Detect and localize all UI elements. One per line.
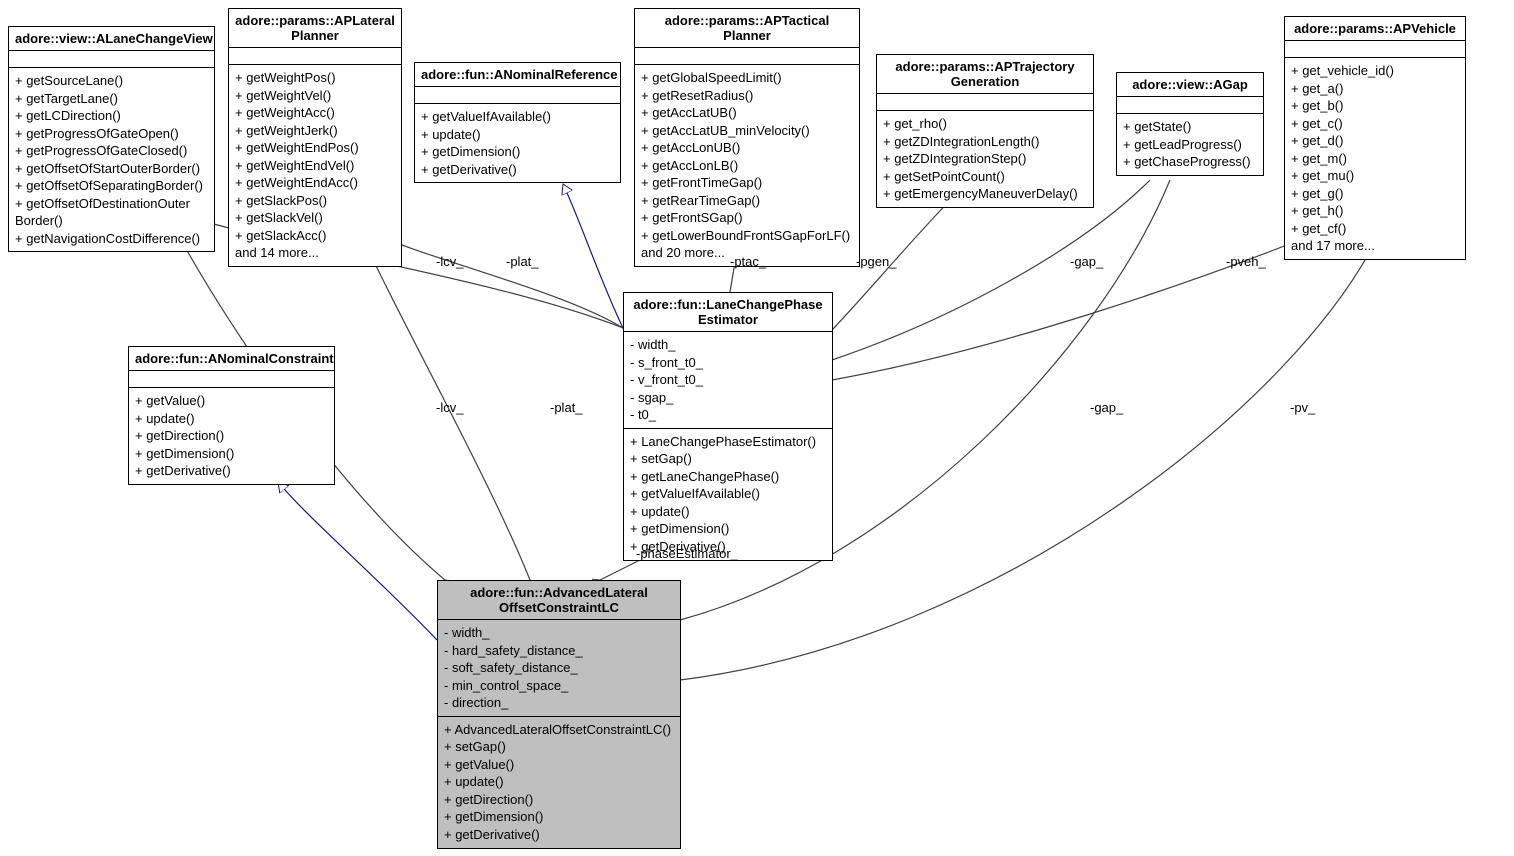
edge-label-ptac: -ptac_ bbox=[730, 254, 766, 269]
class-methods: + getSourceLane()+ getTargetLane()+ getL… bbox=[9, 68, 214, 251]
edge-label-pgen: -pgen_ bbox=[856, 254, 896, 269]
class-methods: + getValue()+ update()+ getDirection()+ … bbox=[129, 388, 334, 484]
class-attrs bbox=[229, 48, 401, 65]
class-ap-lateral-planner: adore::params::APLateralPlanner + getWei… bbox=[228, 8, 402, 267]
class-title: adore::fun::ANominalReference bbox=[415, 63, 620, 87]
class-attrs bbox=[129, 371, 334, 388]
class-attrs bbox=[635, 48, 859, 65]
class-ap-trajectory-generation: adore::params::APTrajectoryGeneration + … bbox=[876, 54, 1094, 208]
class-advanced-lateral-offset-constraint-lc: adore::fun::AdvancedLateralOffsetConstra… bbox=[437, 580, 681, 849]
class-lane-change-view: adore::view::ALaneChangeView + getSource… bbox=[8, 26, 215, 252]
class-methods: + LaneChangePhaseEstimator()+ setGap()+ … bbox=[624, 429, 832, 560]
edge-label-plat1: -plat_ bbox=[506, 254, 539, 269]
class-title: adore::params::APVehicle bbox=[1285, 17, 1465, 41]
edge-label-lcv1: -lcv_ bbox=[436, 254, 463, 269]
edge-label-gap2: -gap_ bbox=[1090, 400, 1123, 415]
class-attrs bbox=[877, 94, 1093, 111]
class-methods: + getWeightPos()+ getWeightVel()+ getWei… bbox=[229, 65, 401, 266]
class-methods: + AdvancedLateralOffsetConstraintLC()+ s… bbox=[438, 717, 680, 848]
class-methods: + getState()+ getLeadProgress()+ getChas… bbox=[1117, 114, 1263, 175]
class-methods: + get_vehicle_id()+ get_a()+ get_b()+ ge… bbox=[1285, 58, 1465, 259]
class-attrs bbox=[1285, 41, 1465, 58]
class-title: adore::view::ALaneChangeView bbox=[9, 27, 214, 51]
class-a-nominal-reference: adore::fun::ANominalReference + getValue… bbox=[414, 62, 621, 183]
edge-label-plat2: -plat_ bbox=[550, 400, 583, 415]
class-title: adore::params::APTrajectoryGeneration bbox=[877, 55, 1093, 94]
class-title: adore::fun::LaneChangePhaseEstimator bbox=[624, 293, 832, 332]
class-attrs bbox=[9, 51, 214, 68]
class-methods: + get_rho()+ getZDIntegrationLength()+ g… bbox=[877, 111, 1093, 207]
edge-label-gap1: -gap_ bbox=[1070, 254, 1103, 269]
class-methods: + getGlobalSpeedLimit()+ getResetRadius(… bbox=[635, 65, 859, 266]
edge-label-phase-estimator: -phaseEstimator_ bbox=[636, 546, 738, 561]
class-title: adore::fun::ANominalConstraint bbox=[129, 347, 334, 371]
class-lane-change-phase-estimator: adore::fun::LaneChangePhaseEstimator - w… bbox=[623, 292, 833, 561]
class-ap-tactical-planner: adore::params::APTacticalPlanner + getGl… bbox=[634, 8, 860, 267]
class-title: adore::params::APLateralPlanner bbox=[229, 9, 401, 48]
edge-label-pveh: -pveh_ bbox=[1226, 254, 1266, 269]
class-title: adore::params::APTacticalPlanner bbox=[635, 9, 859, 48]
class-methods: + getValueIfAvailable()+ update()+ getDi… bbox=[415, 104, 620, 182]
class-title: adore::fun::AdvancedLateralOffsetConstra… bbox=[438, 581, 680, 620]
class-attrs: - width_- s_front_t0_- v_front_t0_- sgap… bbox=[624, 332, 832, 429]
class-ap-vehicle: adore::params::APVehicle + get_vehicle_i… bbox=[1284, 16, 1466, 260]
class-a-gap: adore::view::AGap + getState()+ getLeadP… bbox=[1116, 72, 1264, 176]
class-a-nominal-constraint: adore::fun::ANominalConstraint + getValu… bbox=[128, 346, 335, 485]
class-attrs bbox=[1117, 97, 1263, 114]
edge-label-lcv2: -lcv_ bbox=[436, 400, 463, 415]
class-attrs bbox=[415, 87, 620, 104]
class-title: adore::view::AGap bbox=[1117, 73, 1263, 97]
class-attrs: - width_- hard_safety_distance_- soft_sa… bbox=[438, 620, 680, 717]
edge-label-pv: -pv_ bbox=[1290, 400, 1315, 415]
